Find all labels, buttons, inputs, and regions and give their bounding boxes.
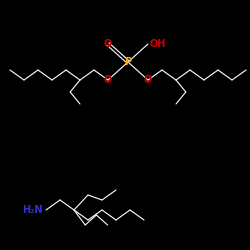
Text: OH: OH — [150, 39, 166, 49]
Text: P: P — [124, 57, 132, 67]
Text: H₂N: H₂N — [22, 205, 42, 215]
Text: O: O — [104, 75, 112, 85]
Text: O: O — [104, 39, 112, 49]
Text: O: O — [144, 75, 152, 85]
